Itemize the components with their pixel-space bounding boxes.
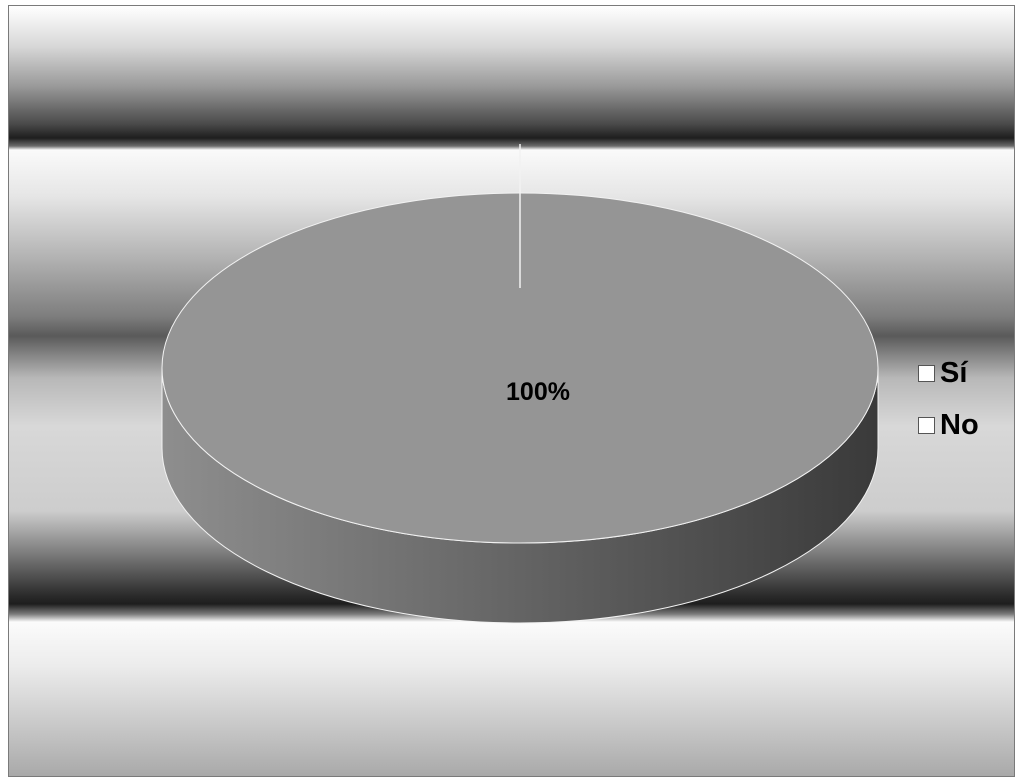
legend-label-si: Sí xyxy=(940,356,968,389)
legend-item-no: No xyxy=(918,399,979,451)
data-label-si: 100% xyxy=(506,378,570,406)
legend-item-si: Sí xyxy=(918,347,979,399)
pie-slices xyxy=(161,192,879,624)
legend-label-no: No xyxy=(940,408,979,441)
legend-swatch-no xyxy=(918,416,935,434)
legend: Sí No xyxy=(918,347,979,451)
legend-swatch-si xyxy=(918,364,935,382)
